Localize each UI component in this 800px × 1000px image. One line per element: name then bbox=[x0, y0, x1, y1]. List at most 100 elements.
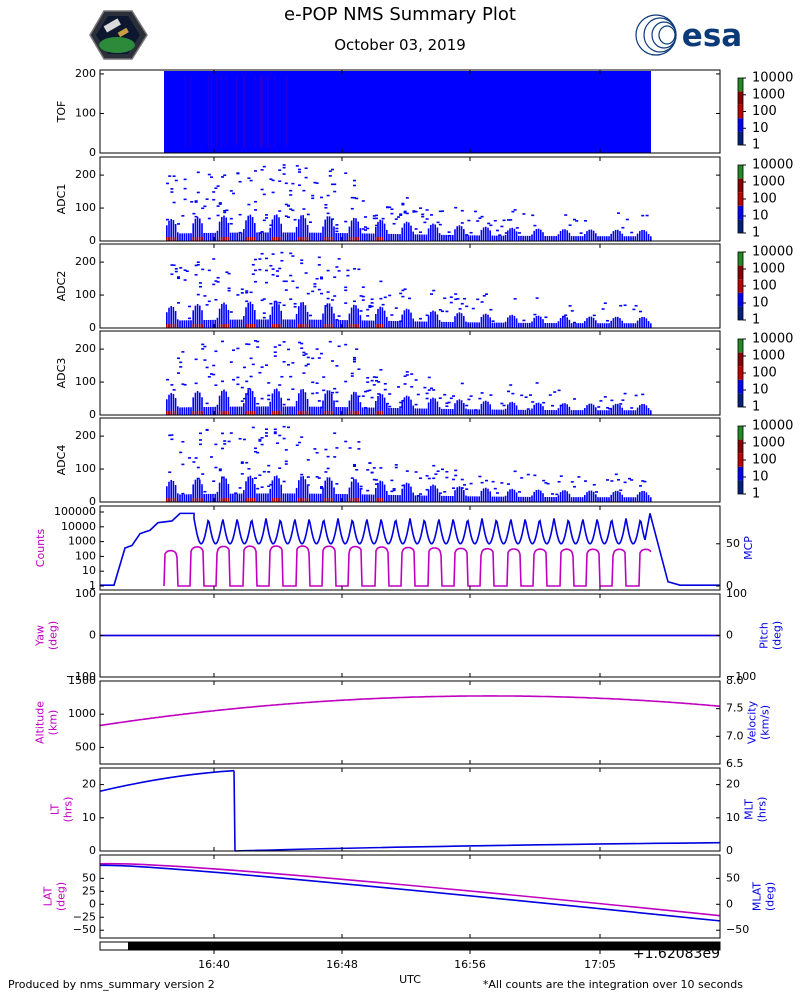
adc1-tick-label: 0 bbox=[89, 234, 96, 247]
counts-tick-label: 10 bbox=[82, 564, 96, 577]
tof-tick-label: 100 bbox=[75, 106, 96, 119]
svg-text:MLAT: MLAT bbox=[751, 882, 764, 912]
colorbar-segment bbox=[738, 279, 743, 293]
svg-text:Altitude: Altitude bbox=[34, 701, 47, 744]
counts-axis-label: Counts bbox=[34, 529, 47, 568]
lat-tick-label: 50 bbox=[82, 871, 96, 884]
colorbar-tick-label: 10000 bbox=[752, 245, 793, 260]
mlat-tick-label: 0 bbox=[726, 897, 733, 910]
adc1-axis-label: ADC1 bbox=[55, 184, 68, 215]
colorbar-tick-label: 10000 bbox=[752, 71, 793, 86]
lt-series-line bbox=[99, 769, 235, 793]
pitch-tick-label: 100 bbox=[726, 587, 747, 600]
svg-text:ADC4: ADC4 bbox=[55, 445, 68, 476]
colorbar-segment bbox=[738, 78, 743, 92]
counts-tick-label: 100 bbox=[75, 549, 96, 562]
lat-tick-label: −50 bbox=[73, 923, 96, 936]
adc4-tick-label: 0 bbox=[89, 495, 96, 508]
mcp-tick-label: 0 bbox=[726, 579, 733, 592]
counts-tick-label: 10000 bbox=[61, 520, 96, 533]
colorbar-segment bbox=[738, 91, 743, 105]
adc1-spectrogram bbox=[166, 164, 652, 241]
svg-text:LT: LT bbox=[49, 804, 62, 816]
svg-text:(km/s): (km/s) bbox=[759, 705, 772, 740]
colorbar-segment bbox=[738, 393, 743, 407]
colorbar-tick-label: 10 bbox=[752, 296, 769, 311]
colorbar-segment bbox=[738, 480, 743, 494]
velocity-tick-label: 6.5 bbox=[726, 757, 744, 770]
svg-text:ADC1: ADC1 bbox=[55, 184, 68, 215]
svg-text:Yaw: Yaw bbox=[34, 625, 47, 647]
colorbar-tick-label: 10 bbox=[752, 470, 769, 485]
colorbar-segment bbox=[738, 205, 743, 220]
velocity-tick-label: 7.5 bbox=[726, 702, 744, 715]
counts-series-line bbox=[163, 545, 652, 587]
velocity-tick-label: 8.0 bbox=[726, 674, 744, 687]
x-offset-label: +1.62083e9 bbox=[633, 946, 720, 962]
lat-tick-label: 0 bbox=[89, 897, 96, 910]
colorbar-segment bbox=[738, 306, 743, 320]
lat-mlat-panel-frame bbox=[99, 854, 721, 939]
adc3-tick-label: 0 bbox=[89, 408, 96, 421]
colorbar-segment bbox=[738, 104, 743, 119]
colorbar-tick-label: 1000 bbox=[752, 87, 785, 102]
colorbar-tick-label: 100 bbox=[752, 192, 777, 207]
adc4-tick-label: 200 bbox=[75, 429, 96, 442]
adc3-axis-label: ADC3 bbox=[55, 358, 68, 389]
colorbar-segment bbox=[738, 131, 743, 145]
epop-mission-logo bbox=[89, 10, 148, 60]
svg-text:TOF: TOF bbox=[55, 101, 68, 124]
colorbar-tick-label: 1 bbox=[752, 313, 760, 328]
mlat-tick-label: 50 bbox=[726, 871, 740, 884]
svg-text:ADC3: ADC3 bbox=[55, 358, 68, 389]
pitch-tick-label: −100 bbox=[726, 670, 756, 683]
colorbar-tick-label: 10000 bbox=[752, 158, 793, 173]
adc2-panel-frame bbox=[99, 243, 721, 329]
adc2-tick-label: 200 bbox=[75, 255, 96, 268]
altitude-tick-label: 500 bbox=[75, 740, 96, 753]
svg-text:LAT: LAT bbox=[42, 886, 55, 906]
colorbar-tick-label: 1000 bbox=[752, 262, 785, 277]
figure-date: October 03, 2019 bbox=[334, 36, 466, 54]
pitch-tick-label: 0 bbox=[726, 629, 733, 642]
lt-wrap-line bbox=[233, 770, 236, 852]
pitch-axis-label: Pitch (deg) bbox=[758, 621, 784, 650]
svg-text:(deg): (deg) bbox=[764, 882, 777, 911]
yaw-tick-label: 0 bbox=[89, 629, 96, 642]
colorbar-tick-label: 10 bbox=[752, 383, 769, 398]
lat-tick-label: 25 bbox=[82, 884, 96, 897]
tof-tick-label: 200 bbox=[75, 67, 96, 80]
svg-text:(deg): (deg) bbox=[55, 882, 68, 911]
adc4-panel-frame bbox=[99, 417, 721, 503]
svg-text:Pitch: Pitch bbox=[758, 622, 771, 649]
adc4-axis-label: ADC4 bbox=[55, 445, 68, 476]
lt-tick-label: 0 bbox=[89, 844, 96, 857]
svg-text:(km): (km) bbox=[47, 710, 60, 736]
adc3-spectrogram bbox=[166, 340, 652, 415]
colorbar-tick-label: 1000 bbox=[752, 175, 785, 190]
x-axis-label: UTC bbox=[399, 973, 421, 986]
colorbar-tick-label: 10000 bbox=[752, 332, 793, 347]
tof-axis-label: TOF bbox=[55, 101, 68, 124]
colorbar-segment bbox=[738, 265, 743, 280]
mlat-tick-label: −50 bbox=[726, 923, 749, 936]
adc4-tick-label: 100 bbox=[75, 462, 96, 475]
colorbar-tick-label: 1 bbox=[752, 226, 760, 241]
counts-tick-label: 1 bbox=[89, 579, 96, 592]
altitude-tick-label: 1000 bbox=[68, 707, 96, 720]
adc1-tick-label: 100 bbox=[75, 201, 96, 214]
colorbar-tick-label: 100 bbox=[752, 366, 777, 381]
mcp-series-line bbox=[100, 512, 720, 586]
colorbar-segment bbox=[738, 352, 743, 367]
adc3-panel-frame bbox=[99, 330, 721, 416]
colorbar-segment bbox=[738, 178, 743, 193]
x-tick-label: 16:56 bbox=[454, 958, 486, 971]
lt-tick-label: 20 bbox=[82, 778, 96, 791]
yaw-tick-label: −100 bbox=[66, 670, 96, 683]
mlt-axis-label: MLT (hrs) bbox=[743, 797, 769, 823]
produced-by-note: Produced by nms_summary version 2 bbox=[8, 978, 215, 991]
colorbar-tick-label: 1 bbox=[752, 400, 760, 415]
colorbar-tick-label: 1000 bbox=[752, 436, 785, 451]
colorbar-segment bbox=[738, 252, 743, 266]
